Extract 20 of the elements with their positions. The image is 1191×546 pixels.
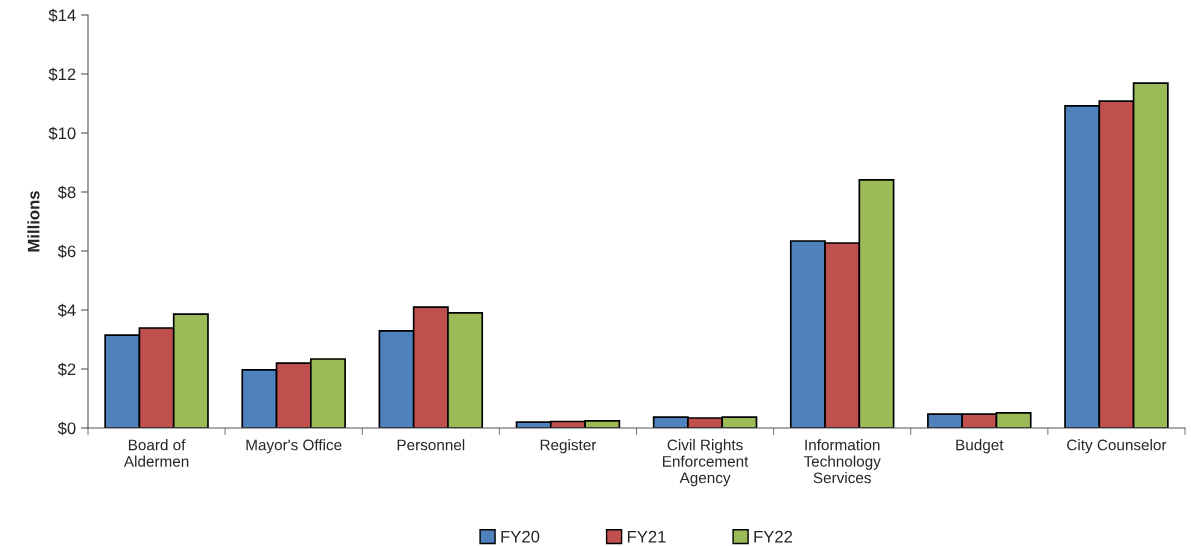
legend-label: FY22 xyxy=(754,530,793,543)
x-tick-label: City Counselor xyxy=(1067,439,1167,454)
x-tick-label: Personnel xyxy=(397,439,465,451)
y-tick-label: $10 xyxy=(48,126,76,141)
y-axis-title: Millions xyxy=(27,191,40,252)
x-tick-label: Civil Rights Enforcement Agency xyxy=(663,439,749,487)
x-tick-label: Mayor's Office xyxy=(246,439,342,454)
y-tick-label: $2 xyxy=(57,362,76,377)
y-tick-label: $4 xyxy=(57,303,76,318)
y-tick-label: $14 xyxy=(48,8,76,23)
legend-label: FY20 xyxy=(501,530,540,543)
x-tick-label: Budget xyxy=(956,439,1004,454)
y-tick-label: $12 xyxy=(48,67,76,82)
legend-label: FY21 xyxy=(627,530,666,543)
x-tick-label: Register xyxy=(540,439,597,454)
y-tick-label: $8 xyxy=(57,185,76,200)
x-tick-label: Information Technology Services xyxy=(803,439,881,484)
y-tick-label: $0 xyxy=(57,421,76,436)
x-tick-label: Board of Aldermen xyxy=(123,439,189,467)
y-tick-label: $6 xyxy=(57,244,76,259)
